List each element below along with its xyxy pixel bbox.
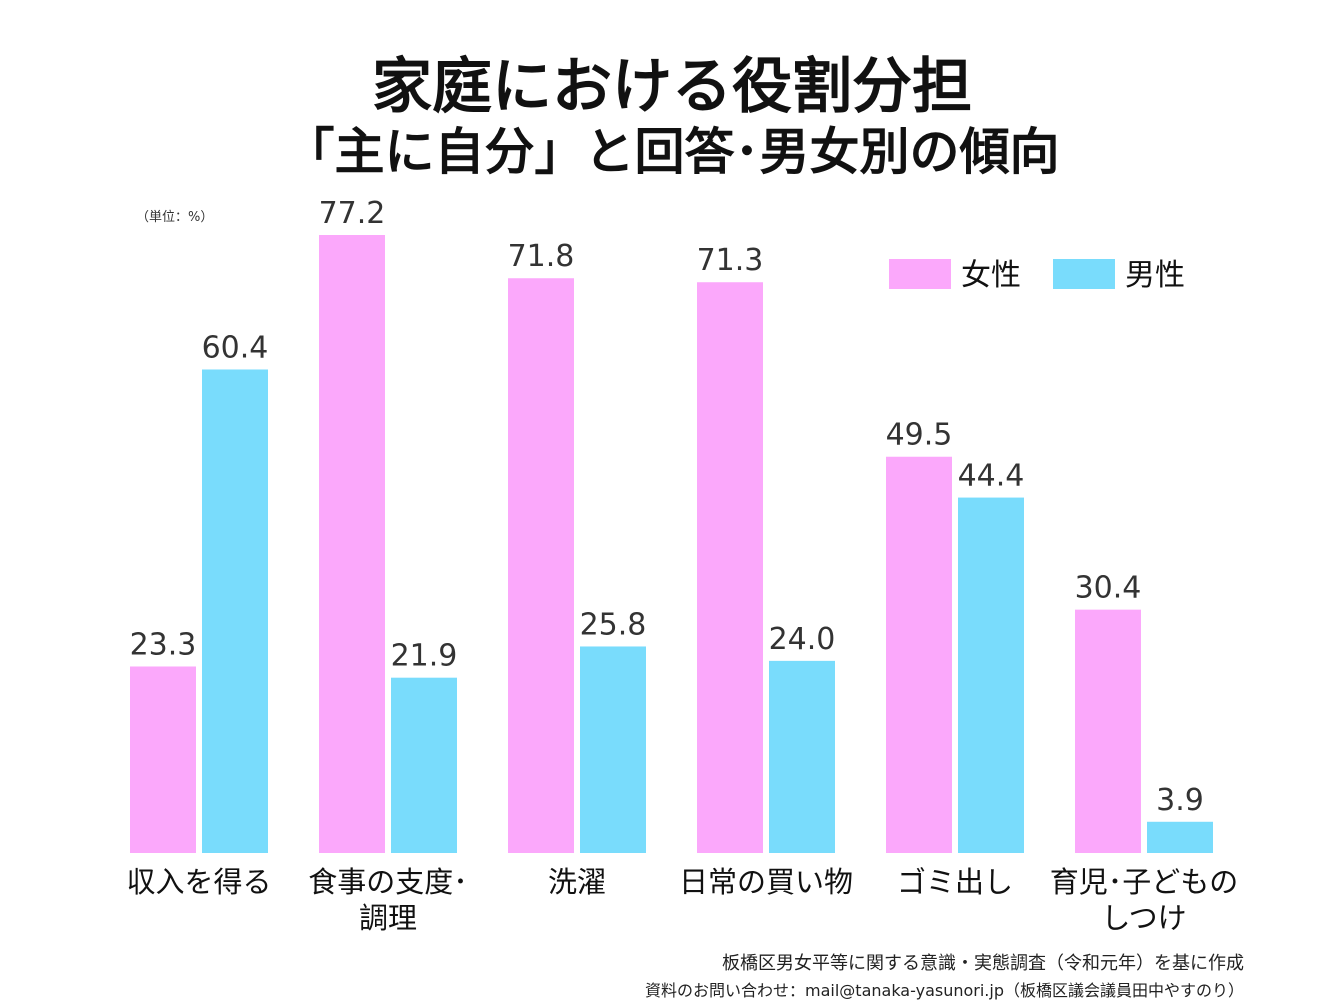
data-label-male-3: 24.0 bbox=[769, 622, 836, 657]
bar-male-2 bbox=[580, 646, 646, 853]
data-label-female-5: 30.4 bbox=[1075, 571, 1142, 606]
bar-male-3 bbox=[769, 660, 835, 853]
data-label-male-1: 21.9 bbox=[391, 639, 458, 674]
bar-female-4 bbox=[886, 456, 952, 853]
category-label-5: しつけ bbox=[1101, 901, 1186, 935]
legend-swatch-male bbox=[1053, 259, 1115, 289]
category-label-1: 調理 bbox=[359, 901, 417, 935]
legend-swatch-female bbox=[889, 259, 951, 289]
contact-note: 資料のお問い合わせ：mail@tanaka-yasunori.jp（板橋区議会議… bbox=[645, 981, 1244, 1000]
data-label-female-1: 77.2 bbox=[319, 196, 386, 231]
category-label-3: 日常の買い物 bbox=[679, 865, 853, 899]
data-label-female-3: 71.3 bbox=[697, 243, 764, 278]
unit-label: （単位：%） bbox=[136, 210, 214, 225]
category-label-0: 収入を得る bbox=[126, 865, 271, 899]
data-label-male-2: 25.8 bbox=[580, 607, 647, 642]
data-label-male-5: 3.9 bbox=[1156, 783, 1204, 818]
source-note: 板橋区男女平等に関する意識・実態調査（令和元年）を基に作成 bbox=[722, 953, 1244, 974]
bar-female-2 bbox=[508, 278, 574, 853]
bar-female-1 bbox=[319, 235, 385, 853]
legend-label-female: 女性 bbox=[961, 258, 1021, 293]
legend-label-male: 男性 bbox=[1125, 258, 1185, 293]
data-label-male-4: 44.4 bbox=[958, 459, 1025, 494]
bar-female-0 bbox=[130, 666, 196, 853]
bar-female-3 bbox=[697, 282, 763, 853]
chart-title: 家庭における役割分担 bbox=[372, 52, 972, 122]
data-label-female-0: 23.3 bbox=[130, 627, 197, 662]
chart-subtitle: 「主に自分」と回答･男女別の傾向 bbox=[284, 123, 1060, 181]
category-label-4: ゴミ出し bbox=[897, 865, 1013, 899]
category-label-2: 洗濯 bbox=[548, 865, 606, 899]
bar-female-5 bbox=[1075, 609, 1141, 853]
category-label-1: 食事の支度･ bbox=[308, 865, 468, 899]
data-label-female-2: 71.8 bbox=[508, 239, 575, 274]
category-label-5: 育児･子どもの bbox=[1050, 865, 1239, 899]
data-label-female-4: 49.5 bbox=[886, 418, 953, 453]
bar-male-1 bbox=[391, 677, 457, 853]
bar-male-0 bbox=[202, 369, 268, 853]
bar-male-5 bbox=[1147, 821, 1213, 853]
bar-male-4 bbox=[958, 497, 1024, 853]
data-label-male-0: 60.4 bbox=[202, 330, 269, 365]
